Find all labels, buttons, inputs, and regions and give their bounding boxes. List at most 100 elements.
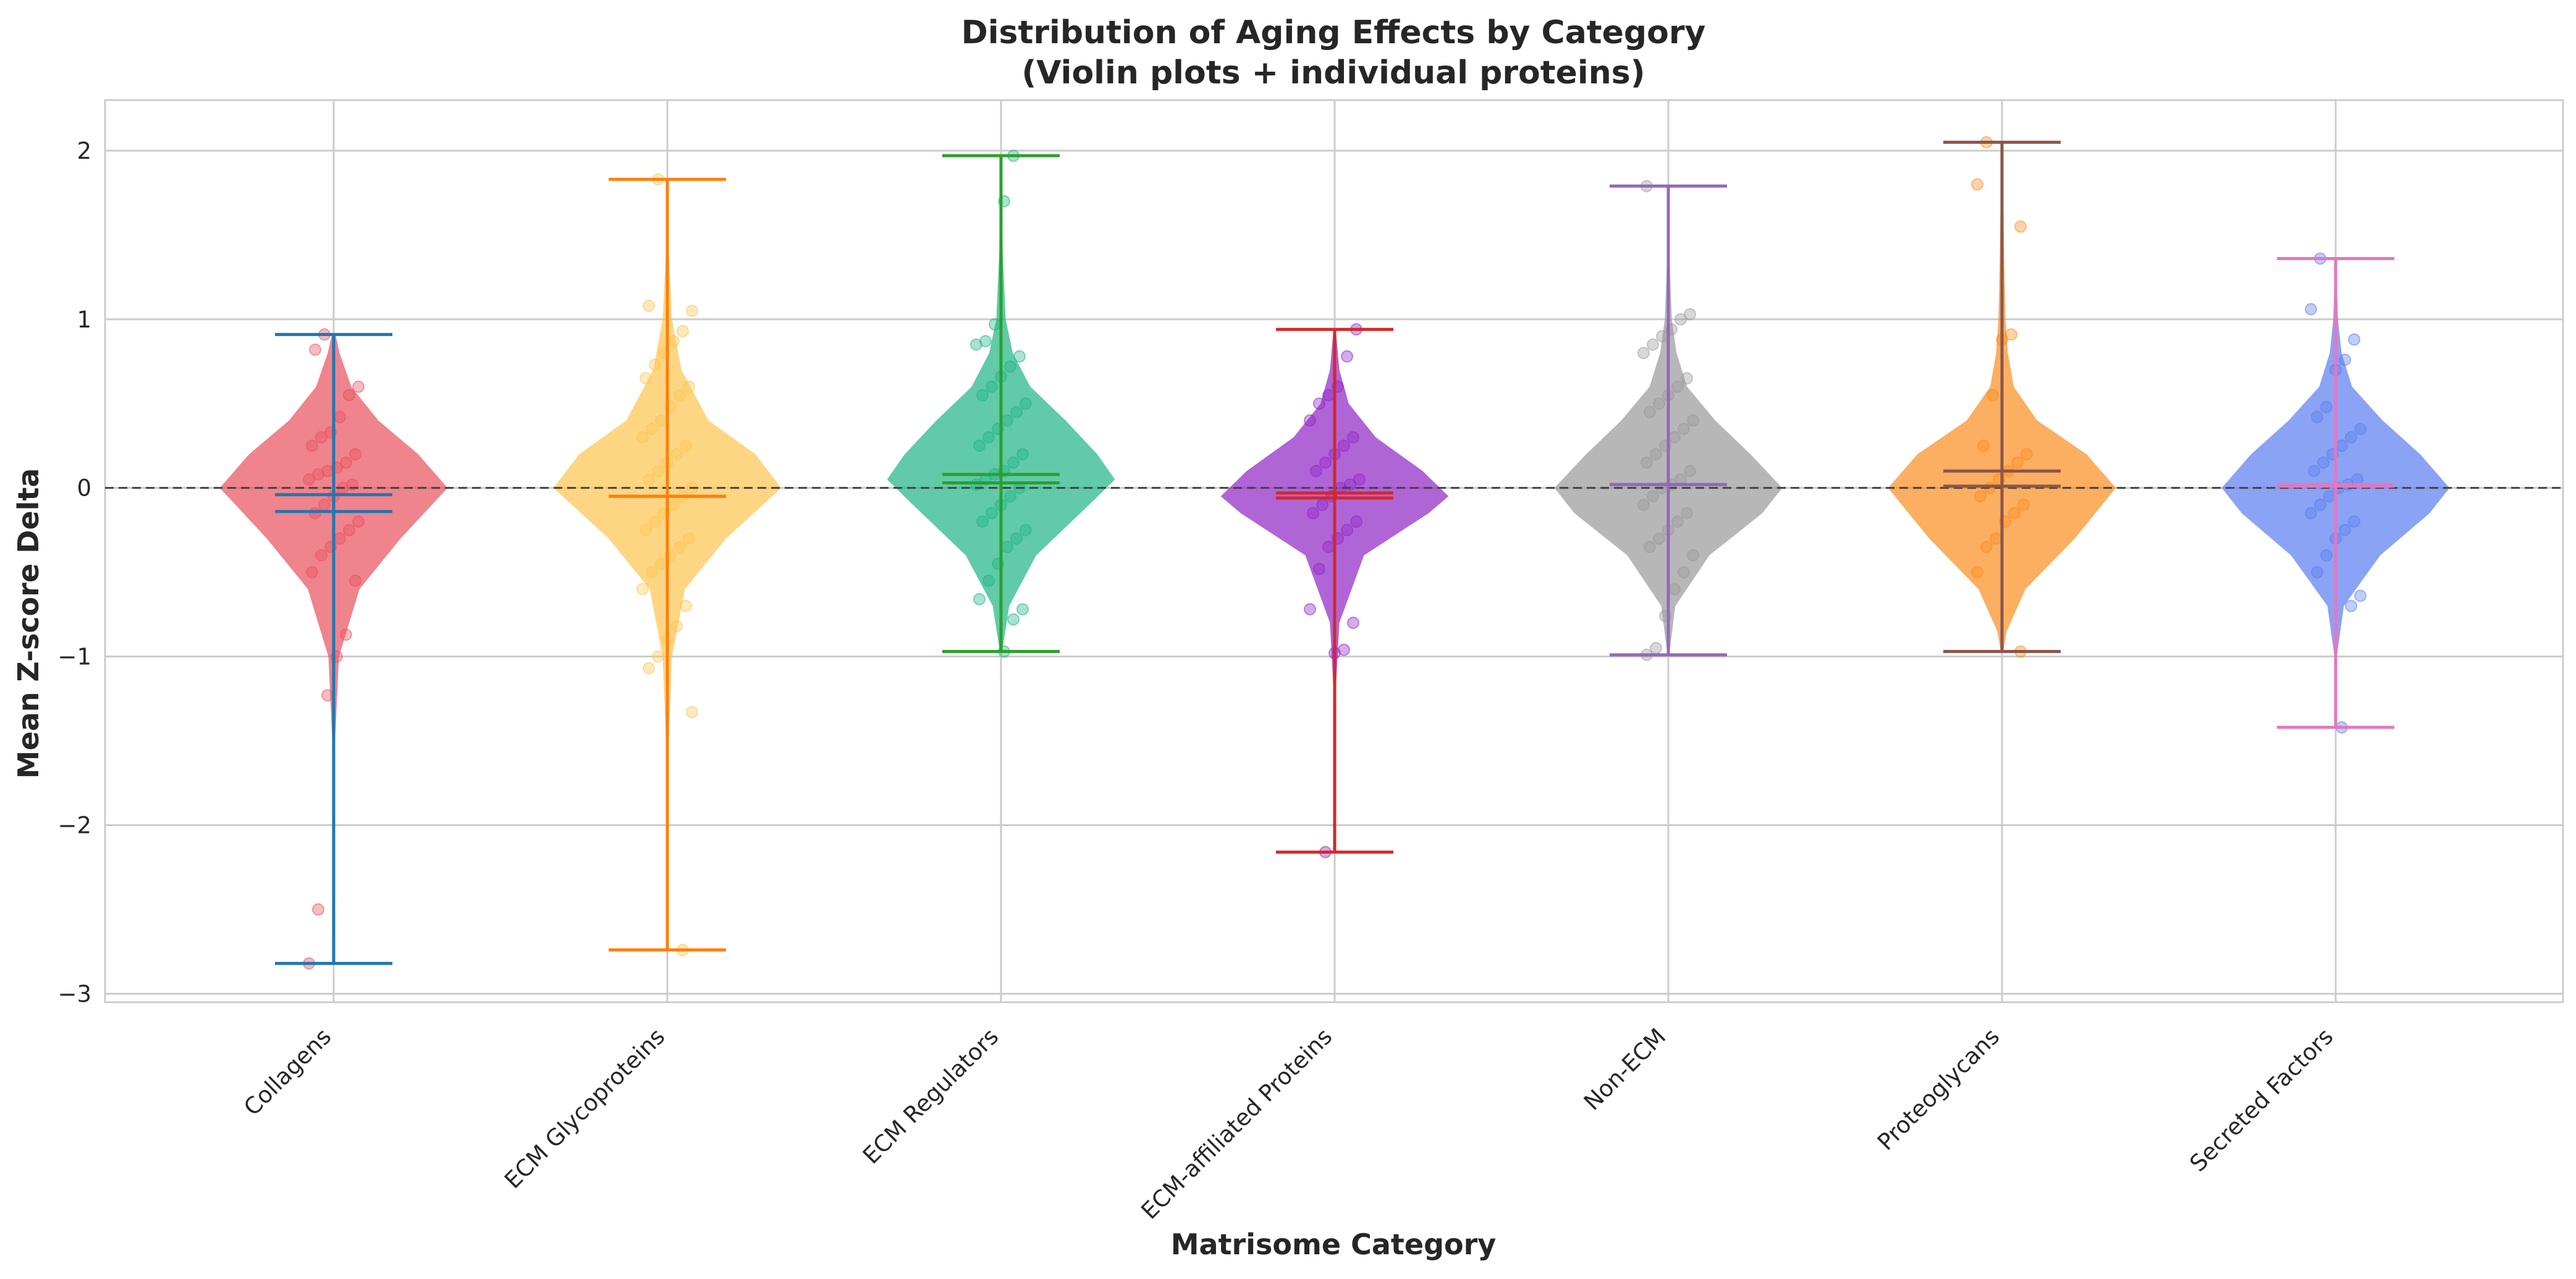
x-tick-label: Proteoglycans: [1872, 1023, 2004, 1155]
data-point: [334, 532, 346, 545]
data-point: [1671, 515, 1684, 528]
data-point: [315, 549, 327, 562]
data-point: [1322, 389, 1335, 402]
data-point: [680, 439, 692, 452]
data-point: [2014, 220, 2027, 233]
data-point: [343, 523, 355, 536]
data-point: [2339, 523, 2351, 536]
y-tick-label: 2: [77, 138, 91, 164]
data-point: [1687, 414, 1699, 427]
x-tick-label: ECM Regulators: [858, 1023, 1003, 1169]
data-point: [340, 456, 352, 469]
data-point: [982, 431, 995, 444]
y-tick-label: −1: [57, 644, 91, 670]
data-point: [1307, 507, 1319, 520]
data-point: [309, 507, 321, 520]
data-point: [670, 620, 683, 633]
data-point: [674, 541, 686, 554]
data-point: [2339, 353, 2351, 366]
data-point: [1319, 456, 1332, 469]
data-point: [1010, 532, 1023, 545]
data-point: [1020, 523, 1032, 536]
data-point: [1671, 380, 1684, 393]
data-point: [636, 583, 649, 596]
data-point: [1980, 541, 1993, 554]
data-point: [655, 414, 667, 427]
data-point: [2017, 499, 2030, 511]
data-point: [1350, 515, 1362, 528]
data-point: [1971, 178, 1983, 191]
data-point: [986, 380, 998, 393]
data-point: [1013, 350, 1026, 363]
data-point: [979, 335, 992, 348]
data-point: [1990, 532, 2002, 545]
data-point: [1678, 423, 1690, 436]
data-point: [1650, 641, 1662, 654]
data-point: [2320, 400, 2333, 413]
data-point: [1687, 549, 1699, 562]
data-point: [1684, 465, 1696, 478]
data-point: [1001, 414, 1013, 427]
data-point: [976, 389, 989, 402]
data-point: [2021, 448, 2033, 461]
data-point: [1347, 431, 1359, 444]
data-point: [1650, 448, 1662, 461]
data-point: [321, 689, 334, 702]
chart-title: Distribution of Aging Effects by Categor…: [961, 14, 1706, 51]
data-point: [2348, 333, 2360, 346]
data-point: [1644, 405, 1656, 418]
data-point: [334, 411, 346, 423]
data-point: [1020, 397, 1032, 410]
data-point: [318, 499, 331, 511]
data-point: [649, 358, 661, 371]
data-point: [667, 335, 680, 348]
data-point: [1016, 603, 1029, 616]
y-axis-label: Mean Z-score Delta: [12, 468, 45, 779]
data-point: [1681, 507, 1693, 520]
data-point: [683, 380, 695, 393]
data-point: [306, 439, 318, 452]
data-point: [1641, 456, 1653, 469]
data-point: [1987, 389, 1999, 402]
data-point: [2305, 303, 2317, 316]
data-point: [646, 566, 658, 579]
data-point: [1653, 397, 1665, 410]
data-point: [2348, 515, 2360, 528]
data-point: [1338, 643, 1350, 656]
data-point: [2008, 507, 2021, 520]
data-point: [340, 628, 352, 641]
data-point: [349, 448, 361, 461]
data-point: [2311, 566, 2323, 579]
data-point: [2308, 465, 2320, 478]
data-point: [1977, 439, 1990, 452]
data-point: [686, 706, 698, 719]
y-tick-label: 1: [77, 306, 91, 333]
data-point: [982, 574, 995, 587]
data-point: [646, 423, 658, 436]
data-point: [636, 431, 649, 444]
data-point: [1010, 405, 1023, 418]
data-point: [652, 465, 664, 478]
data-point: [674, 389, 686, 402]
data-point: [1681, 372, 1693, 385]
plot-frame: [104, 99, 2564, 1003]
data-point: [1653, 532, 1665, 545]
data-point: [1313, 562, 1325, 575]
data-point: [1341, 350, 1353, 363]
data-point: [1684, 308, 1696, 321]
chart-subtitle: (Violin plots + individual proteins): [1022, 54, 1645, 91]
data-point: [1313, 397, 1325, 410]
data-point: [640, 372, 652, 385]
y-tick-label: −3: [57, 981, 91, 1007]
data-point: [643, 299, 655, 312]
data-point: [2345, 431, 2357, 444]
data-point: [1668, 583, 1681, 596]
data-point: [1316, 499, 1328, 511]
data-point: [1647, 490, 1659, 503]
x-tick-label: Secreted Factors: [2185, 1023, 2339, 1177]
data-point: [2354, 589, 2367, 602]
x-tick-label: Non-ECM: [1579, 1023, 1671, 1115]
data-point: [1674, 313, 1687, 326]
data-point: [1016, 448, 1029, 461]
